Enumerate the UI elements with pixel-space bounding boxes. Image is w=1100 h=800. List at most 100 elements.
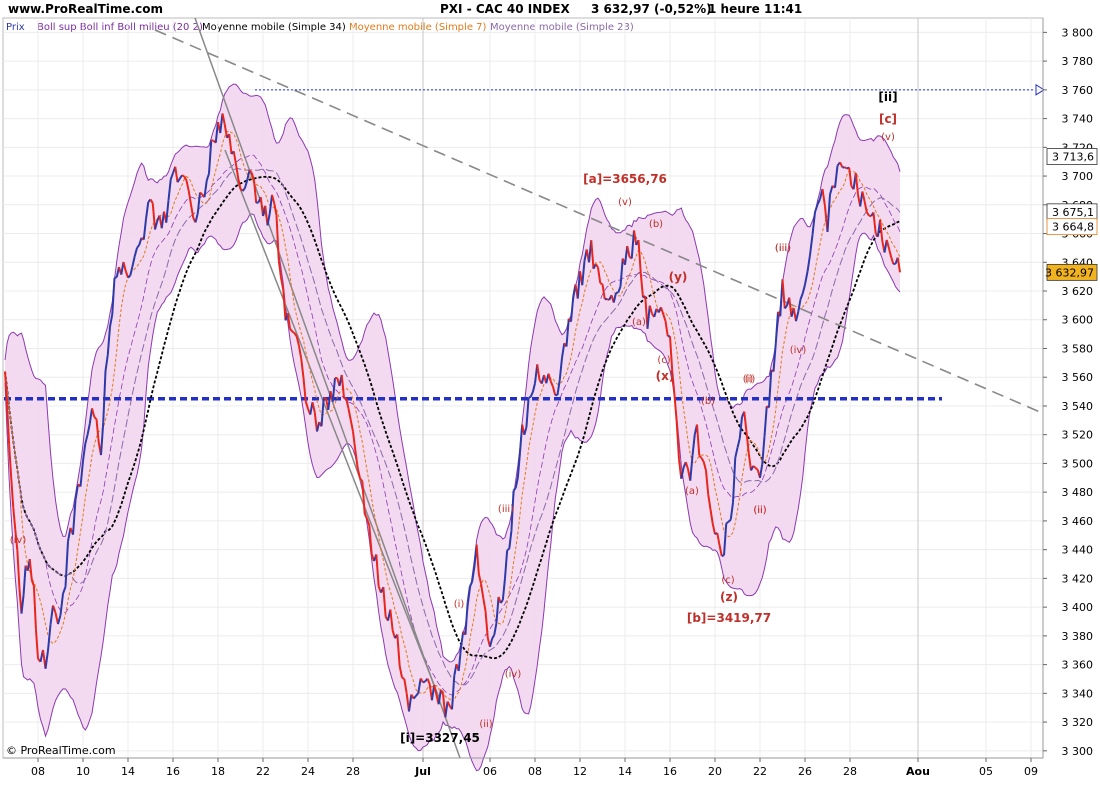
- price-segment: [630, 230, 635, 259]
- price-segment: [259, 197, 264, 217]
- last-value-box: [1046, 263, 1098, 281]
- price-segment: [320, 397, 325, 427]
- price-segment: [412, 695, 417, 700]
- price-segment: [293, 332, 298, 338]
- price-segment: [304, 401, 309, 410]
- price-segment: [552, 386, 557, 396]
- wave-label: (i): [743, 374, 754, 385]
- price-segment: [653, 308, 658, 318]
- price-segment: [597, 267, 602, 284]
- price-segment: [349, 419, 354, 432]
- price-segment: [865, 211, 870, 217]
- wave-label: (iii): [498, 504, 514, 515]
- price-segment: [86, 423, 91, 436]
- price-segment: [187, 190, 192, 205]
- price-segment: [347, 408, 352, 421]
- price-segment: [183, 175, 188, 181]
- resistance-arrow: [1035, 83, 1045, 96]
- legend-prix: Prix: [6, 22, 25, 33]
- price-segment: [208, 140, 213, 174]
- price-segment: [477, 573, 483, 585]
- last-value-label: 3 632,97: [1045, 266, 1094, 279]
- price-segment: [761, 436, 766, 465]
- price-segment: [368, 525, 373, 555]
- price-segment: [549, 380, 554, 388]
- y-tick-label: 3 580: [1062, 342, 1094, 355]
- price-segment: [468, 581, 474, 587]
- price-segment: [729, 502, 734, 520]
- price-segment: [601, 284, 606, 300]
- price-segment: [181, 174, 185, 178]
- price-segment: [316, 421, 321, 432]
- price-segment: [797, 299, 802, 313]
- price-segment: [774, 311, 779, 344]
- annotation-label: (x): [656, 369, 675, 383]
- price-segment: [499, 599, 504, 604]
- price-segment: [340, 374, 345, 398]
- price-segment: [451, 675, 456, 710]
- x-axis: 08 10 14 16 18 22 24 28 Jul 06 08 12 14 16 20 22 26 28 Aou…: [3, 757, 1043, 778]
- price-segment: [20, 594, 25, 614]
- wave-label: (i): [745, 374, 756, 385]
- y-tick-label: 3 760: [1062, 84, 1094, 97]
- price-segment: [277, 260, 282, 278]
- price-segment: [14, 529, 19, 551]
- y-tick-label: 3 420: [1062, 572, 1094, 585]
- legend-ma23: Moyenne mobile (Simple 23): [490, 22, 634, 33]
- price-segment: [253, 180, 258, 204]
- price-segment: [444, 701, 449, 718]
- price-segment: [190, 204, 195, 218]
- price-segment: [504, 550, 509, 579]
- price-segment: [745, 431, 750, 454]
- price-segment: [806, 254, 811, 272]
- price-segment: [464, 602, 469, 635]
- price-segment: [732, 457, 737, 503]
- price-segment: [237, 178, 242, 190]
- price-segment: [248, 169, 253, 174]
- wave-annotations: [a]=3656,76 [b]=3419,77 [i]=3327,45 [ii] [c]…: [10, 90, 898, 745]
- price-segment: [185, 180, 190, 192]
- price-segment: [711, 523, 716, 535]
- price-segment: [844, 166, 848, 170]
- annotation-label: [a]=3656,76: [583, 172, 667, 186]
- price-segment: [606, 298, 610, 301]
- price-segment: [291, 330, 296, 334]
- price-segment: [495, 596, 500, 624]
- price-segment: [887, 248, 893, 258]
- price-segment: [4, 371, 9, 405]
- price-segment: [415, 692, 420, 697]
- price-segment: [617, 286, 622, 293]
- x-tick-label: 18: [211, 765, 225, 778]
- price-segment: [282, 289, 287, 321]
- price-segment: [136, 244, 141, 249]
- trend-lines: [4, 17, 1045, 759]
- y-tick-label: 3 300: [1062, 745, 1094, 758]
- price-segment: [799, 293, 804, 300]
- price-segment: [352, 431, 357, 451]
- price-segment: [268, 194, 273, 214]
- price-segment: [82, 443, 87, 462]
- bollinger-fill: [5, 84, 900, 771]
- annotation-label: [b]=3419,77: [687, 611, 771, 625]
- y-tick-label: 3 780: [1062, 55, 1094, 68]
- price-segment: [896, 257, 901, 273]
- price-segment: [145, 201, 150, 220]
- annotation-label: [i]=3327,45: [400, 731, 480, 745]
- bollinger-upper: [4, 83, 901, 663]
- price-segment: [480, 583, 485, 599]
- price-segment: [489, 638, 494, 647]
- price-segment: [716, 532, 721, 546]
- price-segment: [30, 580, 35, 587]
- timeframe-label: 1 heure: [708, 2, 760, 16]
- price-segment: [612, 292, 617, 303]
- wave-label: (a): [685, 486, 699, 497]
- price-segment: [801, 284, 806, 294]
- price-segment: [723, 523, 728, 556]
- price-segment: [743, 411, 748, 433]
- price-segment: [124, 270, 129, 278]
- price-segment: [684, 461, 689, 470]
- bollinger-lower: [4, 213, 901, 772]
- price-segment: [885, 239, 890, 249]
- price-segment: [734, 447, 739, 459]
